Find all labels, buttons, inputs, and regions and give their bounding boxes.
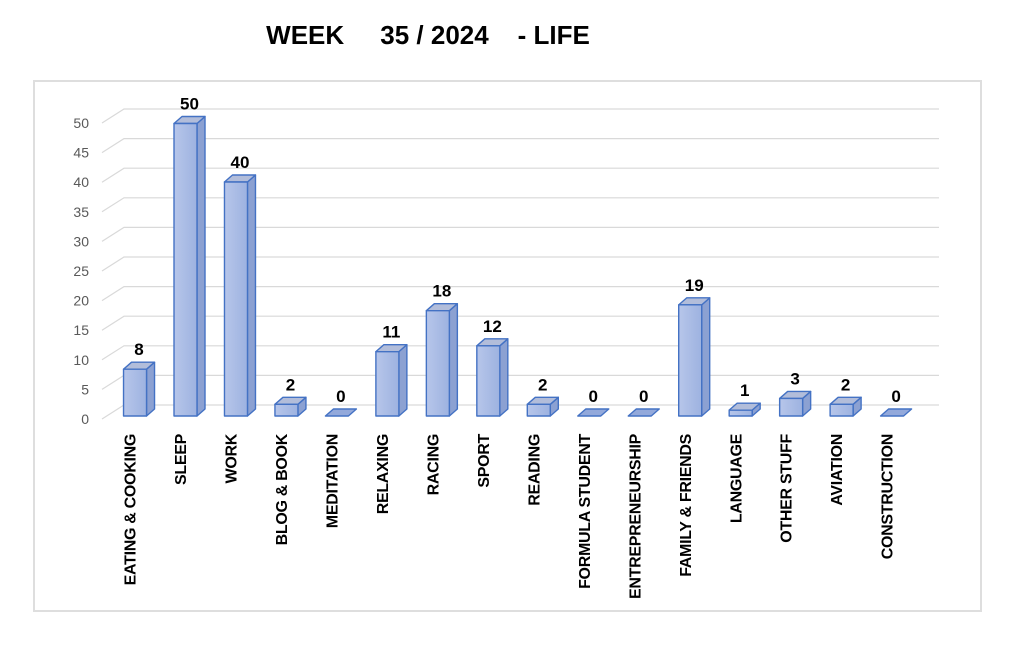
bar-language[interactable]: 1 [728, 381, 761, 417]
bar-aviation[interactable]: 2 [829, 375, 862, 417]
category-labels-group: EATING & COOKING SLEEP WORK BLOG & BOOK MEDI… [123, 433, 897, 599]
gridline [101, 286, 939, 302]
bar-front-face [829, 403, 854, 417]
bar-front-face [778, 397, 804, 417]
gridline [101, 167, 939, 183]
x-axis-category-label: CONSTRUCTION [880, 434, 897, 559]
bar-front-face [476, 345, 501, 417]
bar-sleep[interactable]: 50 [173, 95, 206, 417]
x-axis-category-label: OTHER STUFF [779, 433, 796, 542]
y-axis-tick-label: 0 [81, 411, 89, 427]
bar-value-label: 0 [891, 387, 900, 406]
x-axis-category-label: FAMILY & FRIENDS [678, 433, 695, 576]
x-axis-category-label: RACING [425, 434, 442, 495]
x-axis-category-label: READING [526, 434, 543, 506]
bar-front-face [526, 403, 551, 417]
gridline [101, 197, 939, 213]
bar-front-face [223, 181, 249, 417]
bar-front-face [173, 122, 198, 417]
bar-work[interactable]: 40 [223, 153, 257, 417]
x-axis-category-label: RELAXING [375, 434, 392, 514]
bar-relaxing[interactable]: 11 [375, 323, 408, 417]
x-axis-category-label: BLOG & BOOK [274, 433, 291, 545]
gridline [101, 256, 939, 272]
bar-zero-slab [577, 408, 610, 417]
y-axis-tick-label: 20 [73, 293, 89, 309]
y-axis-tick-label: 35 [73, 204, 89, 220]
bar-value-label: 2 [841, 375, 850, 394]
chart-title: WEEK 35 / 2024 - LIFE [266, 20, 590, 50]
gridline [101, 138, 939, 154]
y-axis-tick-label: 45 [73, 145, 89, 161]
chart-area[interactable]: 0 5 10 15 20 25 30 35 40 45 50 8 50 40 2 0 11 18 12 2 0 0 19 1 3… [33, 80, 982, 612]
bar-side-face [196, 115, 206, 417]
bar-value-label: 2 [538, 375, 547, 394]
bar-entrepreneurship[interactable]: 0 [627, 387, 660, 417]
bar-racing[interactable]: 18 [425, 282, 459, 417]
bar-front-face [425, 309, 451, 417]
bars-group: 8 50 40 2 0 11 18 12 2 0 0 19 1 3 2 0 [122, 95, 913, 417]
bar-value-label: 50 [180, 95, 199, 114]
bar-side-face [246, 174, 257, 417]
gridline [101, 315, 939, 331]
x-axis-category-label: ENTREPRENEURSHIP [627, 433, 644, 599]
bar-front-face [274, 403, 299, 417]
bar-value-label: 1 [740, 381, 749, 400]
bar-other-stuff[interactable]: 3 [778, 369, 812, 417]
y-axis-tick-label: 40 [73, 174, 89, 190]
bar-zero-slab [879, 408, 913, 417]
bar-front-face [678, 304, 703, 417]
x-axis-category-label: LANGUAGE [728, 433, 745, 523]
bar-zero-slab [324, 408, 358, 417]
bar-formula-student[interactable]: 0 [577, 387, 610, 417]
bar-front-face [375, 350, 400, 417]
x-axis-category-label: EATING & COOKING [123, 434, 140, 585]
y-axis-tick-label: 15 [73, 322, 89, 338]
gridline [101, 108, 939, 124]
bar-sport[interactable]: 12 [476, 317, 509, 417]
bar-meditation[interactable]: 0 [324, 387, 358, 417]
x-axis-category-label: FORMULA STUDENT [577, 433, 594, 588]
bar-value-label: 3 [790, 369, 799, 388]
gridline [101, 226, 939, 242]
bar-construction[interactable]: 0 [879, 387, 913, 417]
bar-reading[interactable]: 2 [526, 375, 559, 417]
y-axis-tick-label: 25 [73, 263, 89, 279]
bar-eating-cooking[interactable]: 8 [122, 340, 156, 417]
y-axis-tick-label: 50 [73, 115, 89, 131]
bar-value-label: 18 [432, 282, 451, 301]
bar-value-label: 0 [336, 387, 345, 406]
y-axis-tick-label: 10 [73, 352, 89, 368]
x-axis-category-label: WORK [224, 433, 241, 483]
x-axis-category-label: SPORT [476, 433, 493, 487]
bar-side-face [145, 361, 156, 417]
bar-front-face [122, 368, 148, 417]
bar-value-label: 2 [286, 375, 295, 394]
bar-value-label: 11 [382, 323, 400, 342]
gridline [101, 345, 939, 361]
bar-side-face [448, 302, 459, 417]
bar-side-face [398, 343, 408, 417]
x-axis-category-label: SLEEP [173, 433, 190, 485]
bar-zero-slab [627, 408, 660, 417]
bar-family-friends[interactable]: 19 [678, 276, 711, 417]
bar-blog-book[interactable]: 2 [274, 375, 307, 417]
bar-value-label: 19 [685, 276, 704, 295]
x-axis-category-label: AVIATION [829, 434, 846, 506]
bar-value-label: 0 [639, 387, 648, 406]
bar-value-label: 8 [134, 340, 143, 359]
bar-side-face [499, 338, 509, 417]
y-axis-tick-label: 30 [73, 233, 89, 249]
bar-front-face [728, 409, 753, 417]
bar-value-label: 0 [589, 387, 598, 406]
y-axis-tick-label: 5 [81, 381, 89, 397]
x-axis-category-label: MEDITATION [325, 434, 342, 528]
bar-value-label: 12 [483, 317, 502, 336]
bar-side-face [701, 297, 711, 417]
bar-value-label: 40 [231, 153, 250, 172]
